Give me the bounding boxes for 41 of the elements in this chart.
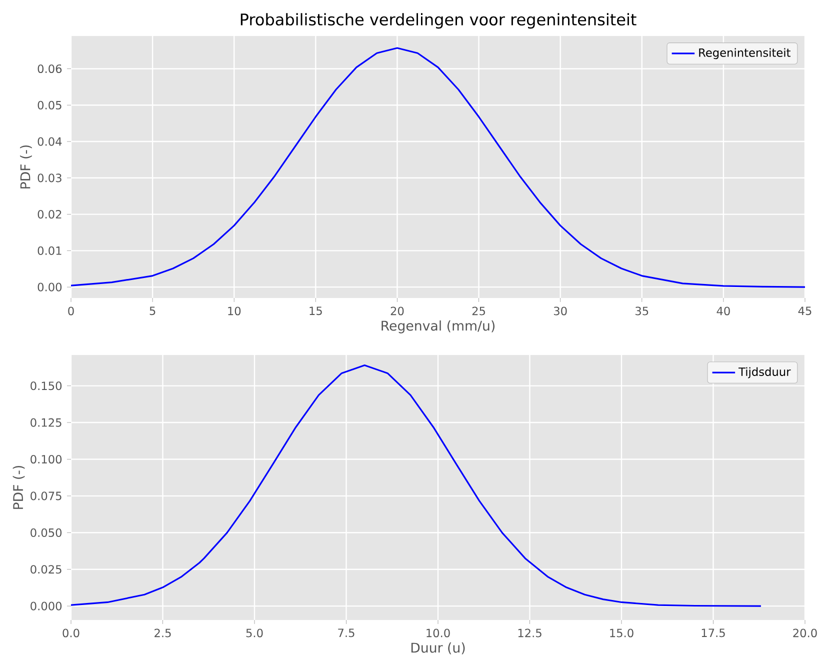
x-tick-label: 2.5: [154, 628, 171, 638]
x-tick-label: 30: [554, 306, 567, 316]
x-axis-title: Regenval (mm/u): [382, 320, 495, 334]
x-tick-label: 10: [228, 306, 241, 316]
y-axis-title: PDF (-): [20, 145, 32, 188]
y-tick-label: 0.050: [30, 528, 62, 537]
x-tick-label: 17.5: [702, 628, 725, 638]
x-tick-label: 7.5: [338, 628, 354, 638]
x-tick-label: 0: [68, 306, 74, 316]
chart-title: Probabilistische verdelingen voor regenintensiteit: [240, 13, 636, 29]
y-tick-label: 0.01: [38, 246, 62, 255]
y-tick-label: 0.125: [30, 418, 62, 427]
y-tick-label: 0.06: [38, 64, 62, 74]
x-tick-label: 10.0: [426, 628, 450, 638]
y-tick-label: 0.150: [30, 382, 62, 390]
y-tick-label: 0.02: [38, 210, 62, 219]
x-axis-title: Duur (u): [411, 642, 465, 654]
y-tick-label: 0.05: [38, 100, 62, 110]
x-tick-label: 25: [472, 306, 485, 316]
legend-label: Regenintensiteit: [699, 48, 790, 60]
y-tick-label: 0.075: [30, 492, 62, 500]
x-tick-label: 40: [716, 306, 730, 316]
x-tick-label: 0.0: [62, 628, 80, 638]
x-tick-label: 20.0: [793, 628, 817, 638]
x-tick-label: 35: [636, 306, 648, 316]
y-tick-label: 0.025: [30, 565, 62, 574]
x-tick-label: 12.5: [518, 628, 542, 638]
legend-label: Tijdsduur: [738, 367, 791, 378]
x-tick-label: 5.0: [246, 628, 263, 638]
y-tick-label: 0.00: [38, 282, 62, 292]
x-tick-label: 20: [390, 306, 404, 316]
y-tick-label: 0.100: [30, 454, 62, 464]
y-tick-label: 0.04: [38, 137, 62, 146]
y-tick-label: 0.000: [30, 602, 62, 610]
x-tick-label: 15.0: [610, 628, 634, 638]
x-tick-label: 15: [310, 306, 322, 316]
x-tick-label: 45: [798, 306, 812, 316]
x-tick-label: 5: [150, 306, 156, 316]
line-series: [71, 47, 805, 288]
y-axis-title: PDF (-): [12, 466, 25, 509]
y-tick-label: 0.03: [38, 174, 62, 182]
